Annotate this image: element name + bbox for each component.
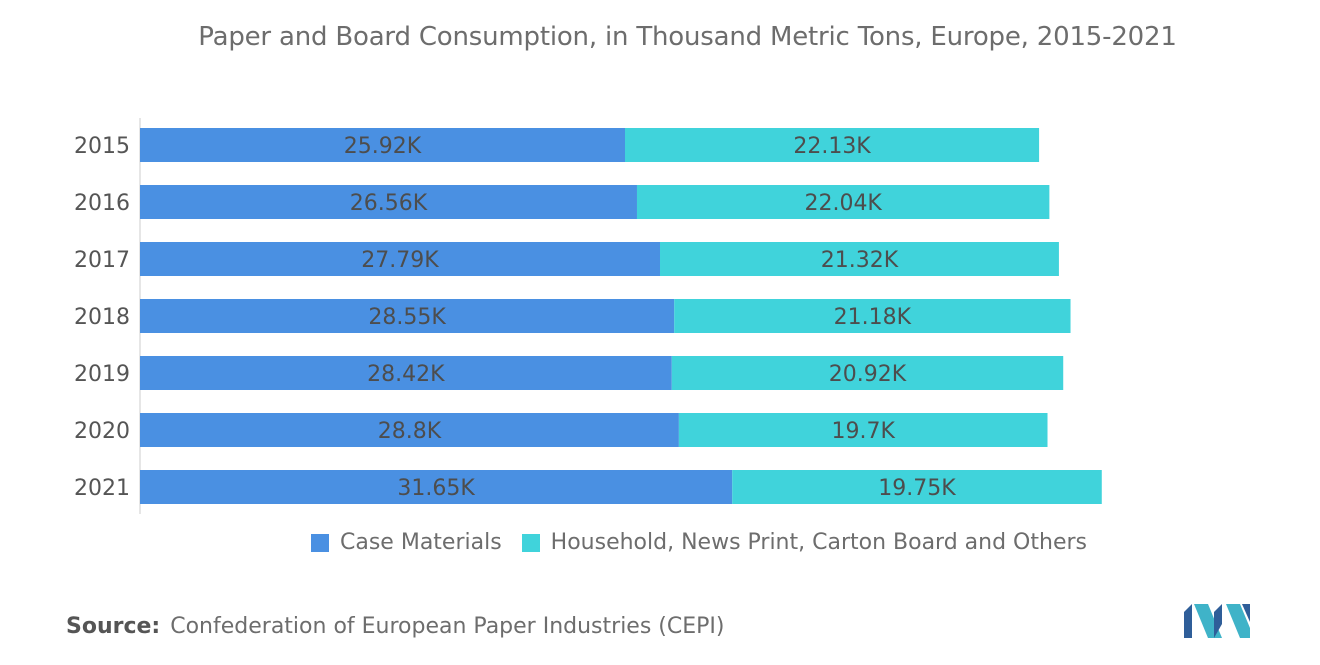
bar-household-2020[interactable] [678,413,1048,447]
data-label-household-2020: 19.7K [831,419,895,444]
data-label-case-materials-2019: 28.42K [367,362,445,387]
data-label-household-2016: 22.04K [804,191,882,216]
data-label-household-2017: 21.32K [821,248,899,273]
bar-case-materials-2018[interactable] [140,299,675,333]
data-label-household-2021: 19.75K [878,476,956,501]
legend-item-household[interactable]: Household, News Print, Carton Board and … [521,530,1087,555]
y-tick-label-2017: 2017 [74,248,130,273]
bar-household-2017[interactable] [659,242,1059,276]
legend-item-case-materials[interactable]: Case Materials [311,530,502,555]
data-label-household-2015: 22.13K [793,134,871,159]
chart-legend: Case Materials Household, News Print, Ca… [311,530,1107,555]
data-label-case-materials-2016: 26.56K [350,191,428,216]
data-label-household-2019: 20.92K [829,362,907,387]
bar-household-2019[interactable] [671,356,1064,390]
data-label-household-2018: 21.18K [834,305,912,330]
bar-case-materials-2019[interactable] [140,356,672,390]
bar-household-2018[interactable] [674,299,1071,333]
y-tick-label-2021: 2021 [74,476,130,501]
legend-swatch-case-materials [311,533,329,552]
bar-case-materials-2017[interactable] [140,242,660,276]
bar-household-2015[interactable] [625,128,1040,162]
bar-case-materials-2015[interactable] [140,128,626,162]
mordor-intelligence-logo-icon [1184,604,1250,638]
y-tick-label-2019: 2019 [74,362,130,387]
data-label-case-materials-2017: 27.79K [361,248,439,273]
legend-swatch-household [521,533,540,552]
y-tick-label-2018: 2018 [74,305,130,330]
y-tick-label-2016: 2016 [74,191,130,216]
source-label: Source: [66,614,161,639]
data-label-case-materials-2020: 28.8K [378,419,442,444]
y-tick-label-2020: 2020 [74,419,130,444]
legend-label-case-materials: Case Materials [340,530,502,555]
chart-title: Paper and Board Consumption, in Thousand… [198,22,1177,52]
legend-label-household: Household, News Print, Carton Board and … [550,530,1087,555]
y-tick-label-2015: 2015 [74,134,130,159]
bar-case-materials-2020[interactable] [140,413,679,447]
bar-household-2016[interactable] [636,185,1050,219]
data-label-case-materials-2015: 25.92K [344,134,422,159]
source-note: Source: Confederation of European Paper I… [66,614,724,639]
bar-case-materials-2021[interactable] [140,470,733,504]
source-text: Confederation of European Paper Industri… [170,614,725,639]
data-label-case-materials-2018: 28.55K [368,305,446,330]
data-label-case-materials-2021: 31.65K [397,476,475,501]
bar-household-2021[interactable] [732,470,1102,504]
bar-case-materials-2016[interactable] [140,185,637,219]
